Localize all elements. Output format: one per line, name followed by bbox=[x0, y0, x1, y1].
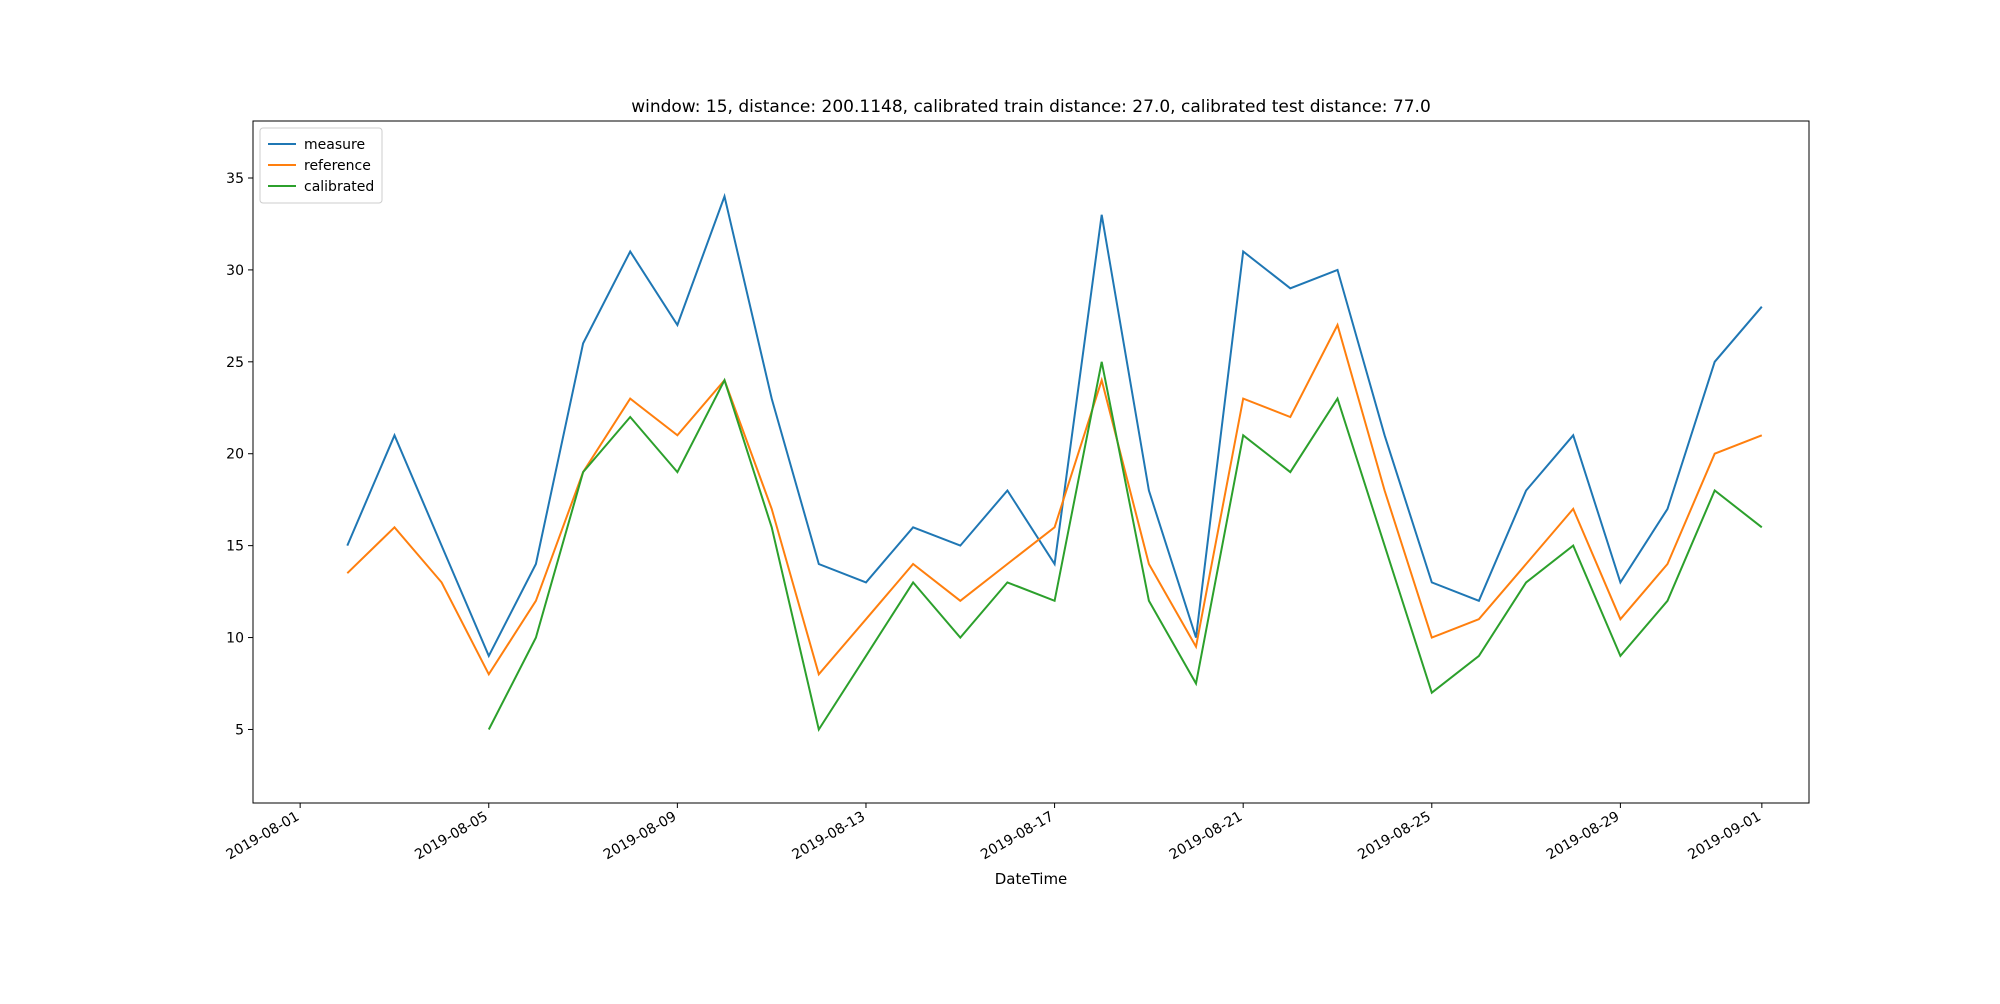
y-tick-label: 30 bbox=[226, 263, 244, 279]
series-line bbox=[487, 361, 1763, 733]
plot-frame bbox=[252, 120, 1810, 804]
legend-label: calibrated bbox=[304, 179, 374, 195]
chart-title: window: 15, distance: 200.1148, calibrat… bbox=[631, 97, 1431, 117]
legend-label: reference bbox=[304, 158, 371, 174]
legend-frame bbox=[259, 127, 383, 204]
y-tick-label: 25 bbox=[226, 355, 244, 371]
series-line bbox=[346, 192, 1763, 659]
y-tick-label: 15 bbox=[226, 539, 244, 555]
legend: measure reference calibrated bbox=[259, 127, 383, 204]
x-axis-label: DateTime bbox=[995, 870, 1068, 888]
y-tick-label: 20 bbox=[226, 447, 244, 463]
y-tick-label: 10 bbox=[226, 631, 244, 647]
y-tick-label: 5 bbox=[235, 722, 244, 738]
y-tick-label: 35 bbox=[226, 171, 244, 187]
legend-label: measure bbox=[304, 137, 365, 153]
